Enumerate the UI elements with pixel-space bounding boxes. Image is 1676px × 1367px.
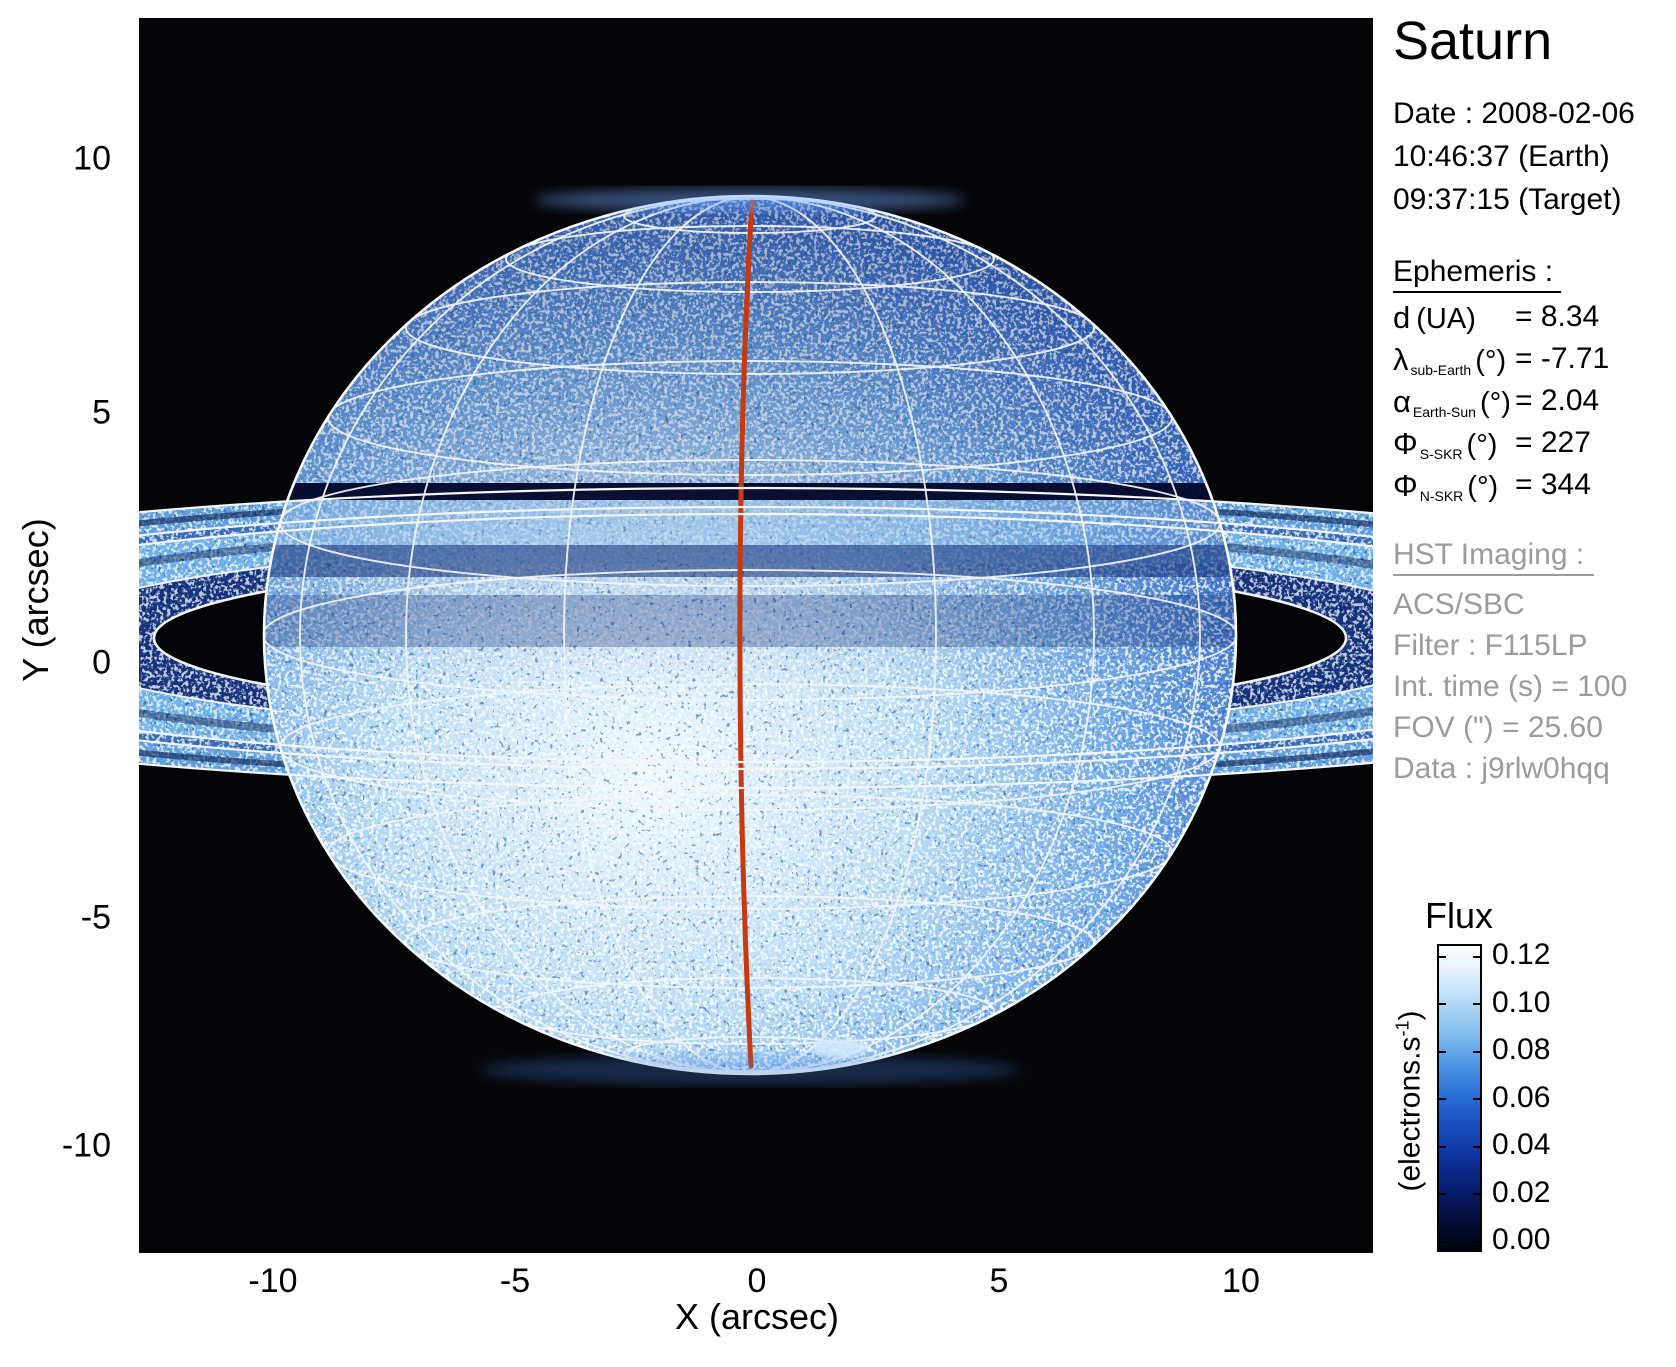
- y-axis: 10 5 0 -5 -10: [0, 18, 125, 1253]
- x-axis-title: X (arcsec): [674, 1296, 840, 1337]
- central-meridian-line: [737, 199, 755, 1069]
- ring-boundary-outlines: [139, 486, 1373, 790]
- hst-fov: FOV (") = 25.60: [1393, 711, 1603, 744]
- colorbar-tick-label: 0.04: [1492, 1128, 1551, 1161]
- ephemeris-value: = -7.71: [1515, 342, 1610, 375]
- saturn-image-plot: [139, 18, 1373, 1253]
- x-tick-label: 5: [989, 1262, 1009, 1300]
- colorbar-tick-label: 0.02: [1492, 1175, 1551, 1209]
- colorbar-tick-label: 0.00: [1492, 1223, 1551, 1256]
- colorbar-tick-label: 0.08: [1492, 1033, 1551, 1066]
- x-axis: -10 -5 0 5 10: [139, 1262, 1373, 1306]
- saturn-scene: [139, 18, 1373, 1253]
- y-tick-label: -5: [80, 898, 111, 937]
- colorbar-tick-label: 0.10: [1492, 985, 1551, 1019]
- y-tick-label: -10: [61, 1126, 111, 1165]
- x-tick-label: 10: [1222, 1262, 1260, 1300]
- ephemeris-row-phi-s: Φ S-SKR (°) = 227: [1393, 426, 1591, 462]
- colorbar-title: Flux: [1425, 895, 1494, 936]
- x-tick-label: -10: [248, 1262, 298, 1300]
- y-tick-label: 0: [92, 643, 111, 682]
- observation-target-time: 09:37:15 (Target): [1393, 183, 1622, 216]
- ephemeris-row-alpha: α Earth-Sun (°) = 2.04: [1393, 384, 1600, 420]
- y-tick-label: 5: [92, 393, 111, 432]
- ephemeris-value: = 8.34: [1515, 300, 1600, 333]
- dark-equatorial-band: [263, 545, 1237, 577]
- hst-filter: Filter : F115LP: [1393, 629, 1588, 662]
- ephemeris-table: d (UA) = 8.34 λ sub-Earth (°) = -7.71 α Eart…: [1393, 300, 1675, 510]
- colorbar-gradient: [1437, 944, 1482, 1252]
- polar-glow: [480, 188, 1020, 1085]
- hst-imaging-heading: HST Imaging :: [1393, 538, 1595, 576]
- x-tick-label: 0: [747, 1262, 767, 1300]
- ring-shadow-band: [263, 483, 1237, 500]
- colorbar-tick-label: 0.12: [1492, 938, 1551, 971]
- ephemeris-row-lambda: λ sub-Earth (°) = -7.71: [1393, 342, 1610, 378]
- flux-colorbar: Flux (electrons.s-1) 0.12 0.10 0.08 0.06…: [1380, 890, 1676, 1290]
- hst-dataset: Data : j9rlw0hqq: [1393, 752, 1610, 785]
- ephemeris-value: = 227: [1515, 426, 1591, 459]
- ephemeris-row-phi-n: Φ N-SKR (°) = 344: [1393, 468, 1591, 504]
- page-title: Saturn: [1393, 11, 1553, 71]
- observation-earth-time: 10:46:37 (Earth): [1393, 140, 1610, 173]
- ephemeris-row-d: d (UA) = 8.34: [1393, 300, 1600, 335]
- x-tick-label: -5: [499, 1262, 531, 1300]
- observation-block: Date : 2008-02-06 10:46:37 (Earth) 09:37…: [1393, 92, 1635, 221]
- observation-date: Date : 2008-02-06: [1393, 97, 1635, 130]
- hst-instrument: ACS/SBC: [1393, 588, 1525, 621]
- ephemeris-value: = 344: [1515, 468, 1591, 501]
- y-tick-label: 10: [73, 139, 111, 178]
- y-axis-title: Y (arcsec): [15, 518, 56, 682]
- ephemeris-heading: Ephemeris :: [1393, 255, 1562, 293]
- hst-int-time: Int. time (s) = 100: [1393, 670, 1628, 703]
- colorbar-tick-label: 0.06: [1492, 1080, 1551, 1114]
- saturn-disk: [262, 194, 1238, 1076]
- colorbar-unit-label: (electrons.s-1): [1392, 1010, 1427, 1192]
- hst-imaging-block: ACS/SBC Filter : F115LP Int. time (s) = …: [1393, 584, 1627, 789]
- ephemeris-value: = 2.04: [1515, 384, 1600, 417]
